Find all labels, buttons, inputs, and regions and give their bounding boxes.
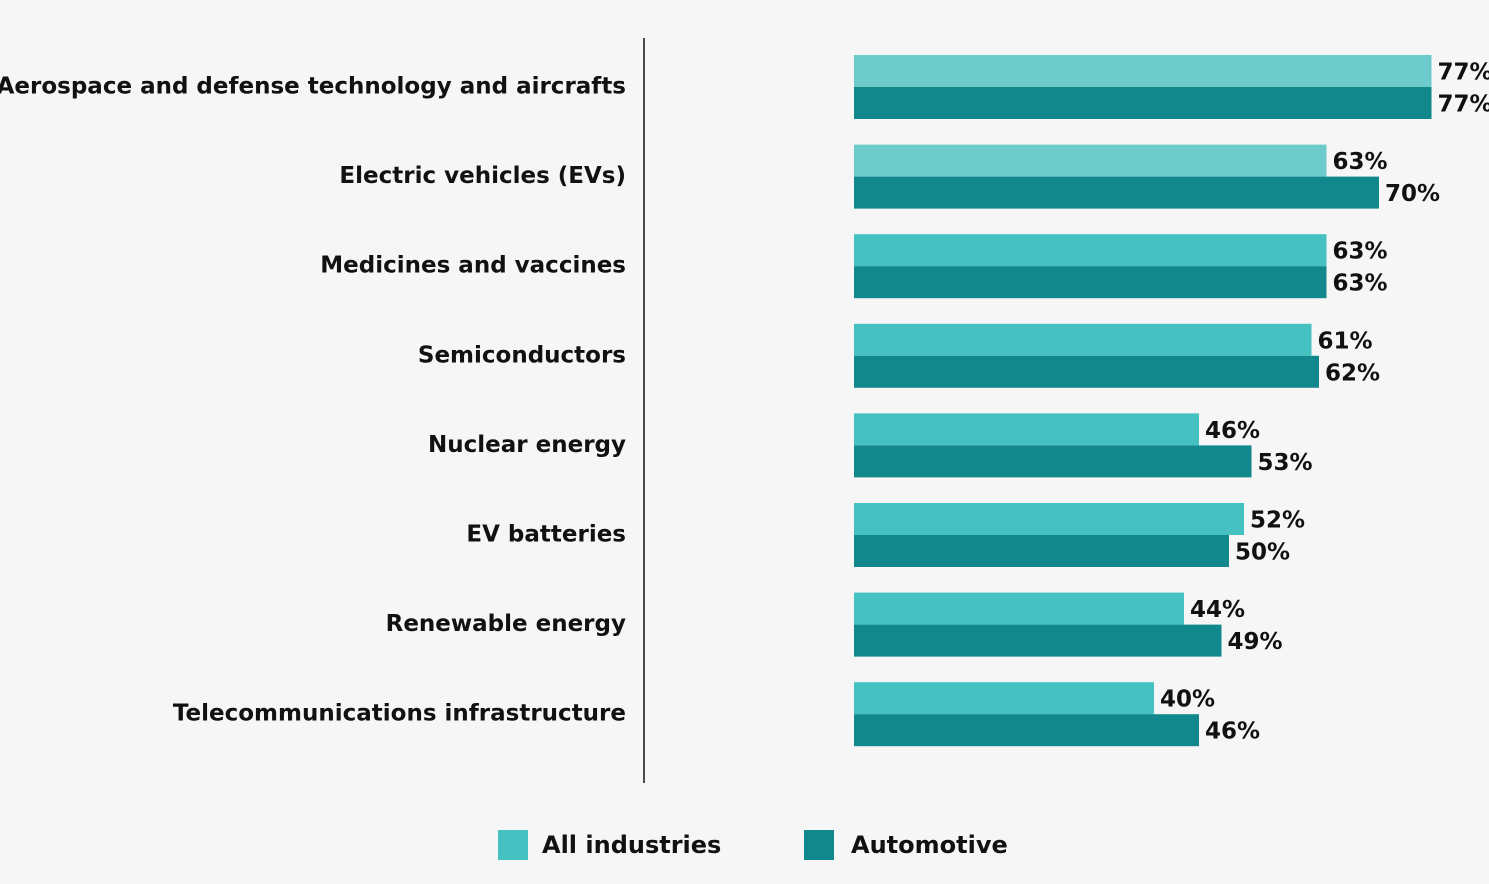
value-label: 77% (1438, 60, 1489, 86)
value-label: 77% (1438, 92, 1489, 118)
category-label: Renewable energy (386, 611, 626, 637)
value-label: 70% (1385, 181, 1440, 207)
value-label: 49% (1228, 629, 1283, 655)
bar (854, 266, 1327, 299)
bar (854, 592, 1184, 625)
bar (854, 445, 1252, 478)
value-label: 46% (1205, 719, 1260, 745)
category-label: Semiconductors (418, 342, 626, 368)
value-label: 62% (1325, 360, 1380, 386)
legend-label: All industries (542, 831, 721, 859)
bar (854, 503, 1244, 535)
value-label: 50% (1235, 540, 1290, 566)
category-label: Medicines and vaccines (320, 253, 626, 279)
bar (854, 176, 1379, 209)
bar (854, 55, 1432, 87)
value-label: 63% (1333, 149, 1388, 175)
legend-swatch (498, 830, 528, 860)
value-label: 52% (1250, 508, 1305, 534)
value-label: 63% (1333, 239, 1388, 265)
category-label: EV batteries (466, 522, 626, 548)
legend-swatch (804, 830, 834, 860)
bar (854, 624, 1222, 657)
value-label: 53% (1258, 450, 1313, 476)
value-label: 44% (1190, 597, 1245, 623)
value-label: 61% (1318, 328, 1373, 354)
category-label: Telecommunications infrastructure (173, 701, 626, 727)
value-label: 46% (1205, 418, 1260, 444)
bar (854, 714, 1199, 747)
category-label: Aerospace and defense technology and air… (0, 74, 626, 100)
bar (854, 413, 1199, 446)
bar (854, 234, 1327, 267)
value-label: 40% (1160, 687, 1215, 713)
bar (854, 682, 1154, 715)
bar (854, 535, 1229, 567)
bar (854, 144, 1327, 177)
category-label: Electric vehicles (EVs) (339, 163, 626, 189)
legend-label: Automotive (851, 831, 1008, 859)
bar (854, 87, 1432, 119)
value-label: 63% (1333, 271, 1388, 297)
bar (854, 355, 1319, 388)
bar (854, 323, 1312, 356)
category-label: Nuclear energy (428, 432, 626, 458)
